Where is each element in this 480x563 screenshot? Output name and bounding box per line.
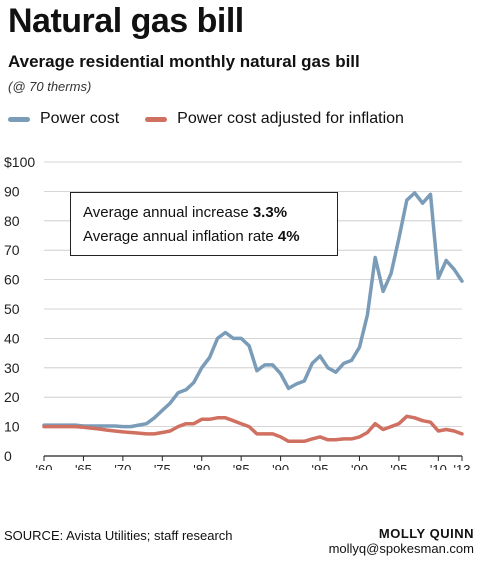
annotation-inflation-text: Average annual inflation rate — [83, 228, 278, 245]
legend-swatch-inflation-adjusted — [145, 116, 168, 122]
annotation-line-increase: Average annual increase 3.3% — [83, 201, 325, 225]
y-tick-label-90: 90 — [4, 183, 20, 199]
y-tick-label-0: 0 — [4, 448, 12, 464]
legend-label-power-cost: Power cost — [40, 110, 120, 127]
annotation-increase-value: 3.3% — [252, 204, 288, 221]
y-tick-label-100: $100 — [4, 154, 35, 170]
y-tick-label-70: 70 — [4, 242, 20, 258]
annotation-increase-text: Average annual increase — [83, 204, 253, 221]
x-tick-label-2010: '10 — [430, 462, 447, 470]
x-tick-label-2013: '13 — [454, 462, 471, 470]
x-tick-label-1965: '65 — [75, 462, 92, 470]
series-line-power-cost — [42, 191, 464, 429]
legend-label-inflation-adjusted: Power cost adjusted for inflation — [177, 110, 404, 127]
annotation-line-inflation: Average annual inflation rate 4% — [83, 225, 325, 249]
x-tick-label-1980: '80 — [193, 462, 210, 470]
x-tick-label-1990: '90 — [272, 462, 289, 470]
annotation-inflation-value: 4% — [277, 228, 300, 245]
legend-item-inflation-adjusted: Power cost adjusted for inflation — [145, 110, 404, 128]
author-name: MOLLY QUINN — [378, 526, 474, 541]
x-tick-label-1970: '70 — [114, 462, 131, 470]
series-line-inflation-adjusted — [42, 414, 464, 444]
y-tick-label-20: 20 — [4, 389, 20, 405]
unit-note: (@ 70 therms) — [8, 79, 92, 94]
y-tick-label-80: 80 — [4, 213, 20, 229]
chart-subtitle: Average residential monthly natural gas … — [8, 52, 360, 71]
y-tick-label-40: 40 — [4, 330, 20, 346]
y-tick-label-50: 50 — [4, 301, 20, 317]
annotation-box: Average annual increase 3.3% Average ann… — [70, 192, 338, 256]
line-chart: 0 10 20 30 40 50 60 70 80 90 $100 '60 '65 '70 '75 '80 '8… — [4, 154, 471, 470]
legend-item-power-cost: Power cost — [8, 110, 119, 128]
y-tick-label-30: 30 — [4, 360, 20, 376]
source-note: SOURCE: Avista Utilities; staff research — [4, 528, 233, 543]
x-tick-label-1985: '85 — [233, 462, 250, 470]
y-tick-label-10: 10 — [4, 419, 20, 435]
chart-title: Natural gas bill — [8, 2, 244, 40]
x-tick-label-1995: '95 — [312, 462, 329, 470]
x-tick-label-2005: '05 — [390, 462, 407, 470]
x-tick-label-1960: '60 — [36, 462, 53, 470]
author-email: mollyq@spokesman.com — [328, 541, 474, 556]
credit: MOLLY QUINN mollyq@spokesman.com — [329, 526, 474, 556]
legend: Power cost Power cost adjusted for infla… — [8, 110, 430, 128]
x-tick-label-1975: '75 — [154, 462, 171, 470]
x-tick-label-2000: '00 — [351, 462, 368, 470]
legend-swatch-power-cost — [8, 116, 30, 122]
y-tick-label-60: 60 — [4, 272, 20, 288]
